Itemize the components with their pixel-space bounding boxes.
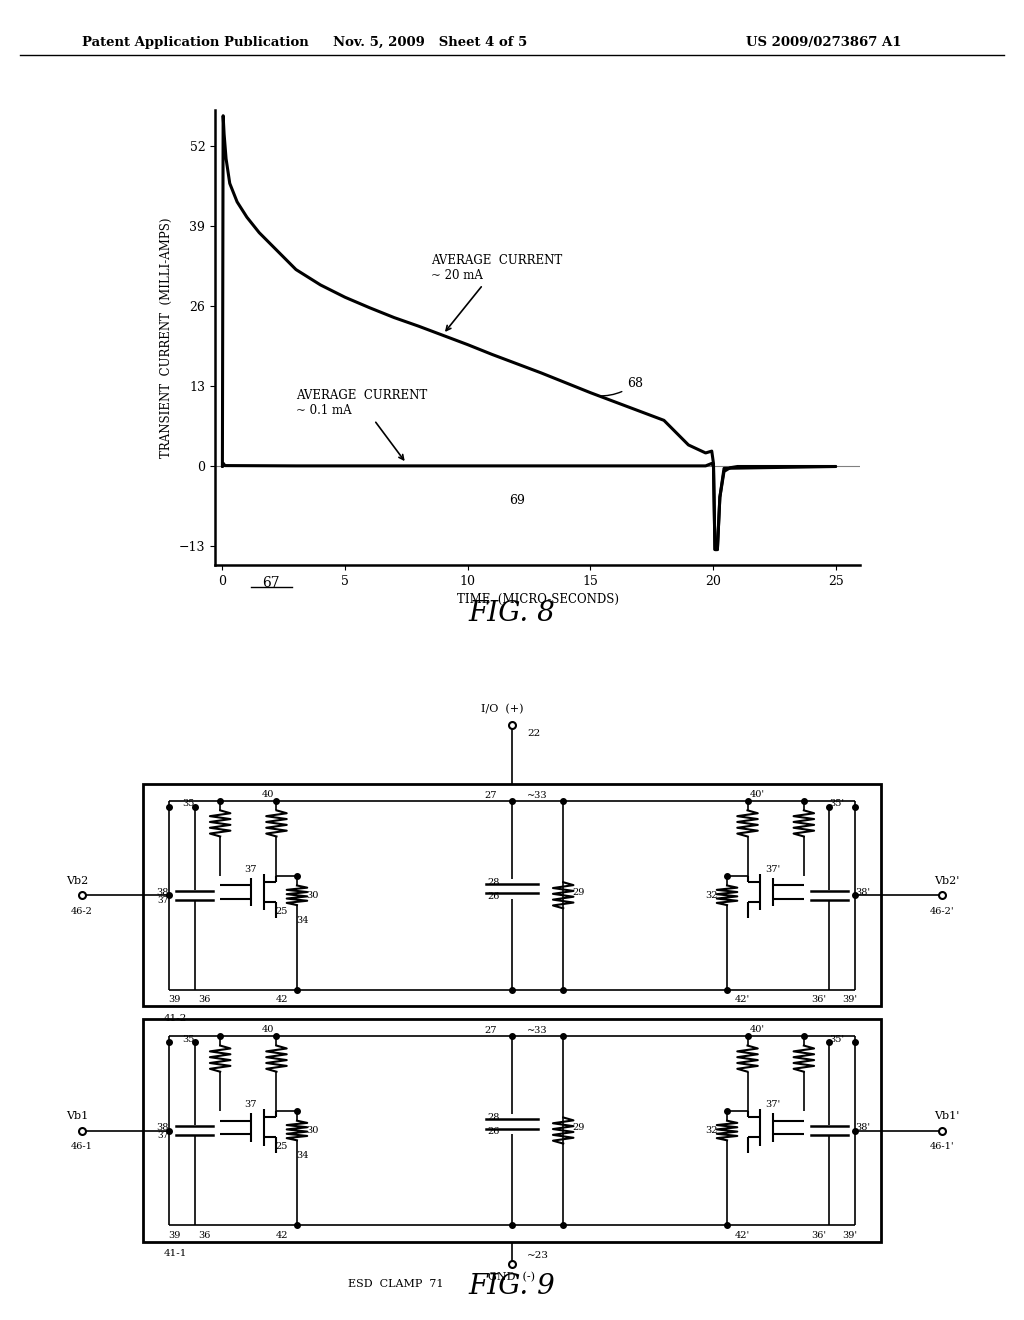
Text: 38': 38' (855, 1123, 870, 1131)
Text: 46-1': 46-1' (930, 1142, 954, 1151)
Text: 35': 35' (829, 1035, 845, 1044)
Text: FIG. 8: FIG. 8 (469, 601, 555, 627)
Text: FIG. 9: FIG. 9 (469, 1274, 555, 1300)
Text: 34: 34 (296, 916, 308, 924)
Text: 36': 36' (812, 1230, 826, 1239)
Text: Vb2': Vb2' (935, 876, 959, 886)
Text: 40: 40 (262, 1024, 274, 1034)
Text: 35': 35' (829, 800, 845, 808)
Text: 67: 67 (262, 577, 281, 590)
Text: 39: 39 (168, 995, 180, 1005)
Text: ~33: ~33 (527, 1026, 548, 1035)
Text: 42': 42' (735, 995, 750, 1005)
Text: 42: 42 (275, 1230, 288, 1239)
Text: 27: 27 (484, 1026, 497, 1035)
Text: Vb1: Vb1 (66, 1111, 88, 1121)
Text: 41-1: 41-1 (164, 1249, 187, 1258)
Text: 27: 27 (484, 791, 497, 800)
Text: 29: 29 (572, 1123, 585, 1131)
Text: 38: 38 (157, 1123, 169, 1131)
Text: AVERAGE  CURRENT
~ 20 mA: AVERAGE CURRENT ~ 20 mA (431, 253, 562, 330)
Text: 37: 37 (158, 1131, 169, 1140)
X-axis label: TIME  (MICRO-SECONDS): TIME (MICRO-SECONDS) (457, 593, 618, 606)
Text: I/O  (+): I/O (+) (480, 704, 523, 714)
Text: 39': 39' (843, 995, 857, 1005)
Text: 41-2: 41-2 (164, 1014, 187, 1023)
Text: 29: 29 (572, 887, 585, 896)
Text: 46-2: 46-2 (71, 907, 93, 916)
Text: 38: 38 (157, 887, 169, 896)
Bar (143, 784, 881, 1006)
Text: 42: 42 (275, 995, 288, 1005)
Text: 28: 28 (487, 878, 500, 887)
Bar (143, 1019, 881, 1242)
Text: 26: 26 (487, 1127, 500, 1137)
Text: Vb2: Vb2 (66, 876, 88, 886)
Text: 37': 37' (766, 1100, 780, 1109)
Text: 35: 35 (182, 1035, 195, 1044)
Text: 32: 32 (706, 1126, 718, 1135)
Text: 30: 30 (306, 891, 318, 900)
Text: 28: 28 (487, 1113, 500, 1122)
Text: Vb1': Vb1' (935, 1111, 959, 1121)
Text: 68: 68 (598, 378, 643, 396)
Text: 37': 37' (766, 865, 780, 874)
Text: 40': 40' (750, 1024, 765, 1034)
Text: 25: 25 (275, 1142, 288, 1151)
Text: ~33: ~33 (527, 791, 548, 800)
Text: 36: 36 (199, 1230, 211, 1239)
Text: Nov. 5, 2009   Sheet 4 of 5: Nov. 5, 2009 Sheet 4 of 5 (333, 36, 527, 49)
Text: US 2009/0273867 A1: US 2009/0273867 A1 (745, 36, 901, 49)
Text: 37: 37 (158, 896, 169, 906)
Text: AVERAGE  CURRENT
~ 0.1 mA: AVERAGE CURRENT ~ 0.1 mA (296, 389, 427, 459)
Text: 37: 37 (245, 865, 257, 874)
Text: 39: 39 (168, 1230, 180, 1239)
Text: 36': 36' (812, 995, 826, 1005)
Text: 25: 25 (275, 907, 288, 916)
Text: 36: 36 (199, 995, 211, 1005)
Text: 34: 34 (296, 1151, 308, 1160)
Text: 35: 35 (182, 800, 195, 808)
Text: 38': 38' (855, 887, 870, 896)
Text: 39': 39' (843, 1230, 857, 1239)
Text: 37: 37 (245, 1100, 257, 1109)
Text: 46-1: 46-1 (71, 1142, 93, 1151)
Text: GND  (-): GND (-) (488, 1272, 536, 1283)
Text: ~23: ~23 (527, 1251, 549, 1261)
Text: 32: 32 (706, 891, 718, 900)
Text: 69: 69 (509, 494, 524, 507)
Y-axis label: TRANSIENT  CURRENT  (MILLI-AMPS): TRANSIENT CURRENT (MILLI-AMPS) (161, 216, 173, 458)
Text: 40: 40 (262, 789, 274, 799)
Text: 26: 26 (487, 892, 500, 902)
Text: 42': 42' (735, 1230, 750, 1239)
Text: 22: 22 (527, 729, 541, 738)
Text: Patent Application Publication: Patent Application Publication (82, 36, 308, 49)
Text: ESD  CLAMP  71: ESD CLAMP 71 (348, 1279, 443, 1290)
Text: 40': 40' (750, 789, 765, 799)
Text: 30: 30 (306, 1126, 318, 1135)
Text: 46-2': 46-2' (930, 907, 954, 916)
